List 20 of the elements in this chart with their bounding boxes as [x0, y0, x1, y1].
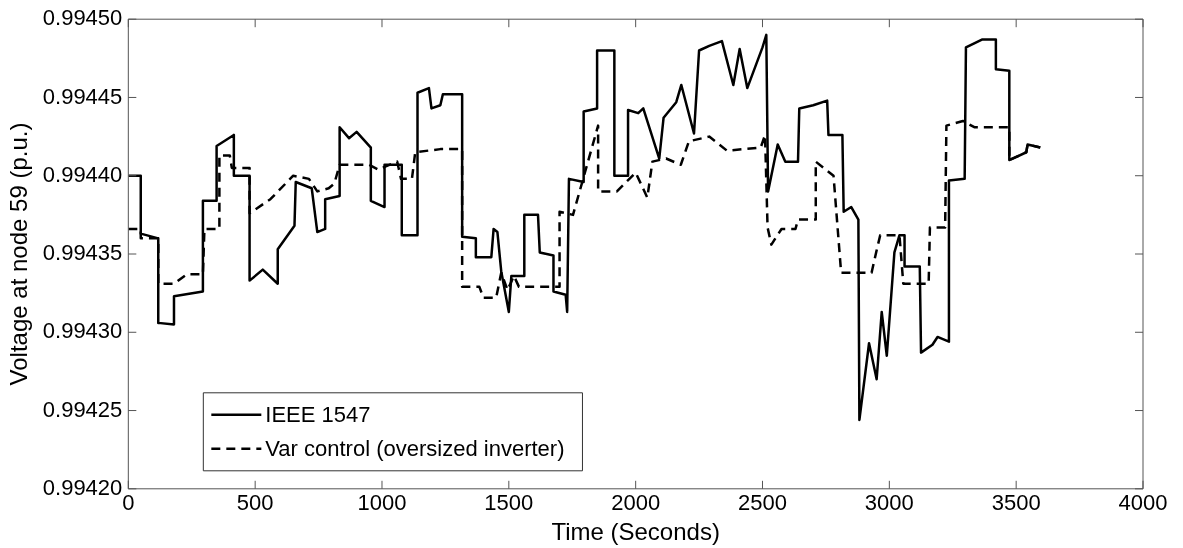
x-tick-label: 3500 [991, 490, 1041, 516]
y-tick-label: 0.99445 [42, 83, 123, 109]
y-tick-label: 0.99425 [42, 396, 123, 422]
x-tick-label: 3000 [864, 490, 914, 516]
y-tick-label: 0.99420 [42, 474, 123, 500]
x-tick-label: 0 [122, 490, 135, 516]
y-tick-label: 0.99435 [42, 240, 123, 266]
y-tick-label: 0.99440 [42, 161, 123, 187]
y-tick-label: 0.99450 [42, 5, 123, 31]
legend-label: Var control (oversized inverter) [265, 435, 565, 461]
legend-label: IEEE 1547 [265, 401, 371, 427]
x-tick-label: 2500 [738, 490, 787, 516]
y-axis-title: Voltage at node 59 (p.u.) [5, 122, 33, 386]
x-axis-title: Time (Seconds) [551, 518, 720, 546]
x-tick-label: 500 [236, 490, 274, 516]
x-tick-label: 1000 [357, 490, 407, 516]
x-tick-label: 2000 [611, 490, 661, 516]
y-tick-label: 0.99430 [42, 318, 123, 344]
x-tick-label: 4000 [1118, 490, 1168, 516]
x-tick-label: 1500 [484, 490, 534, 516]
